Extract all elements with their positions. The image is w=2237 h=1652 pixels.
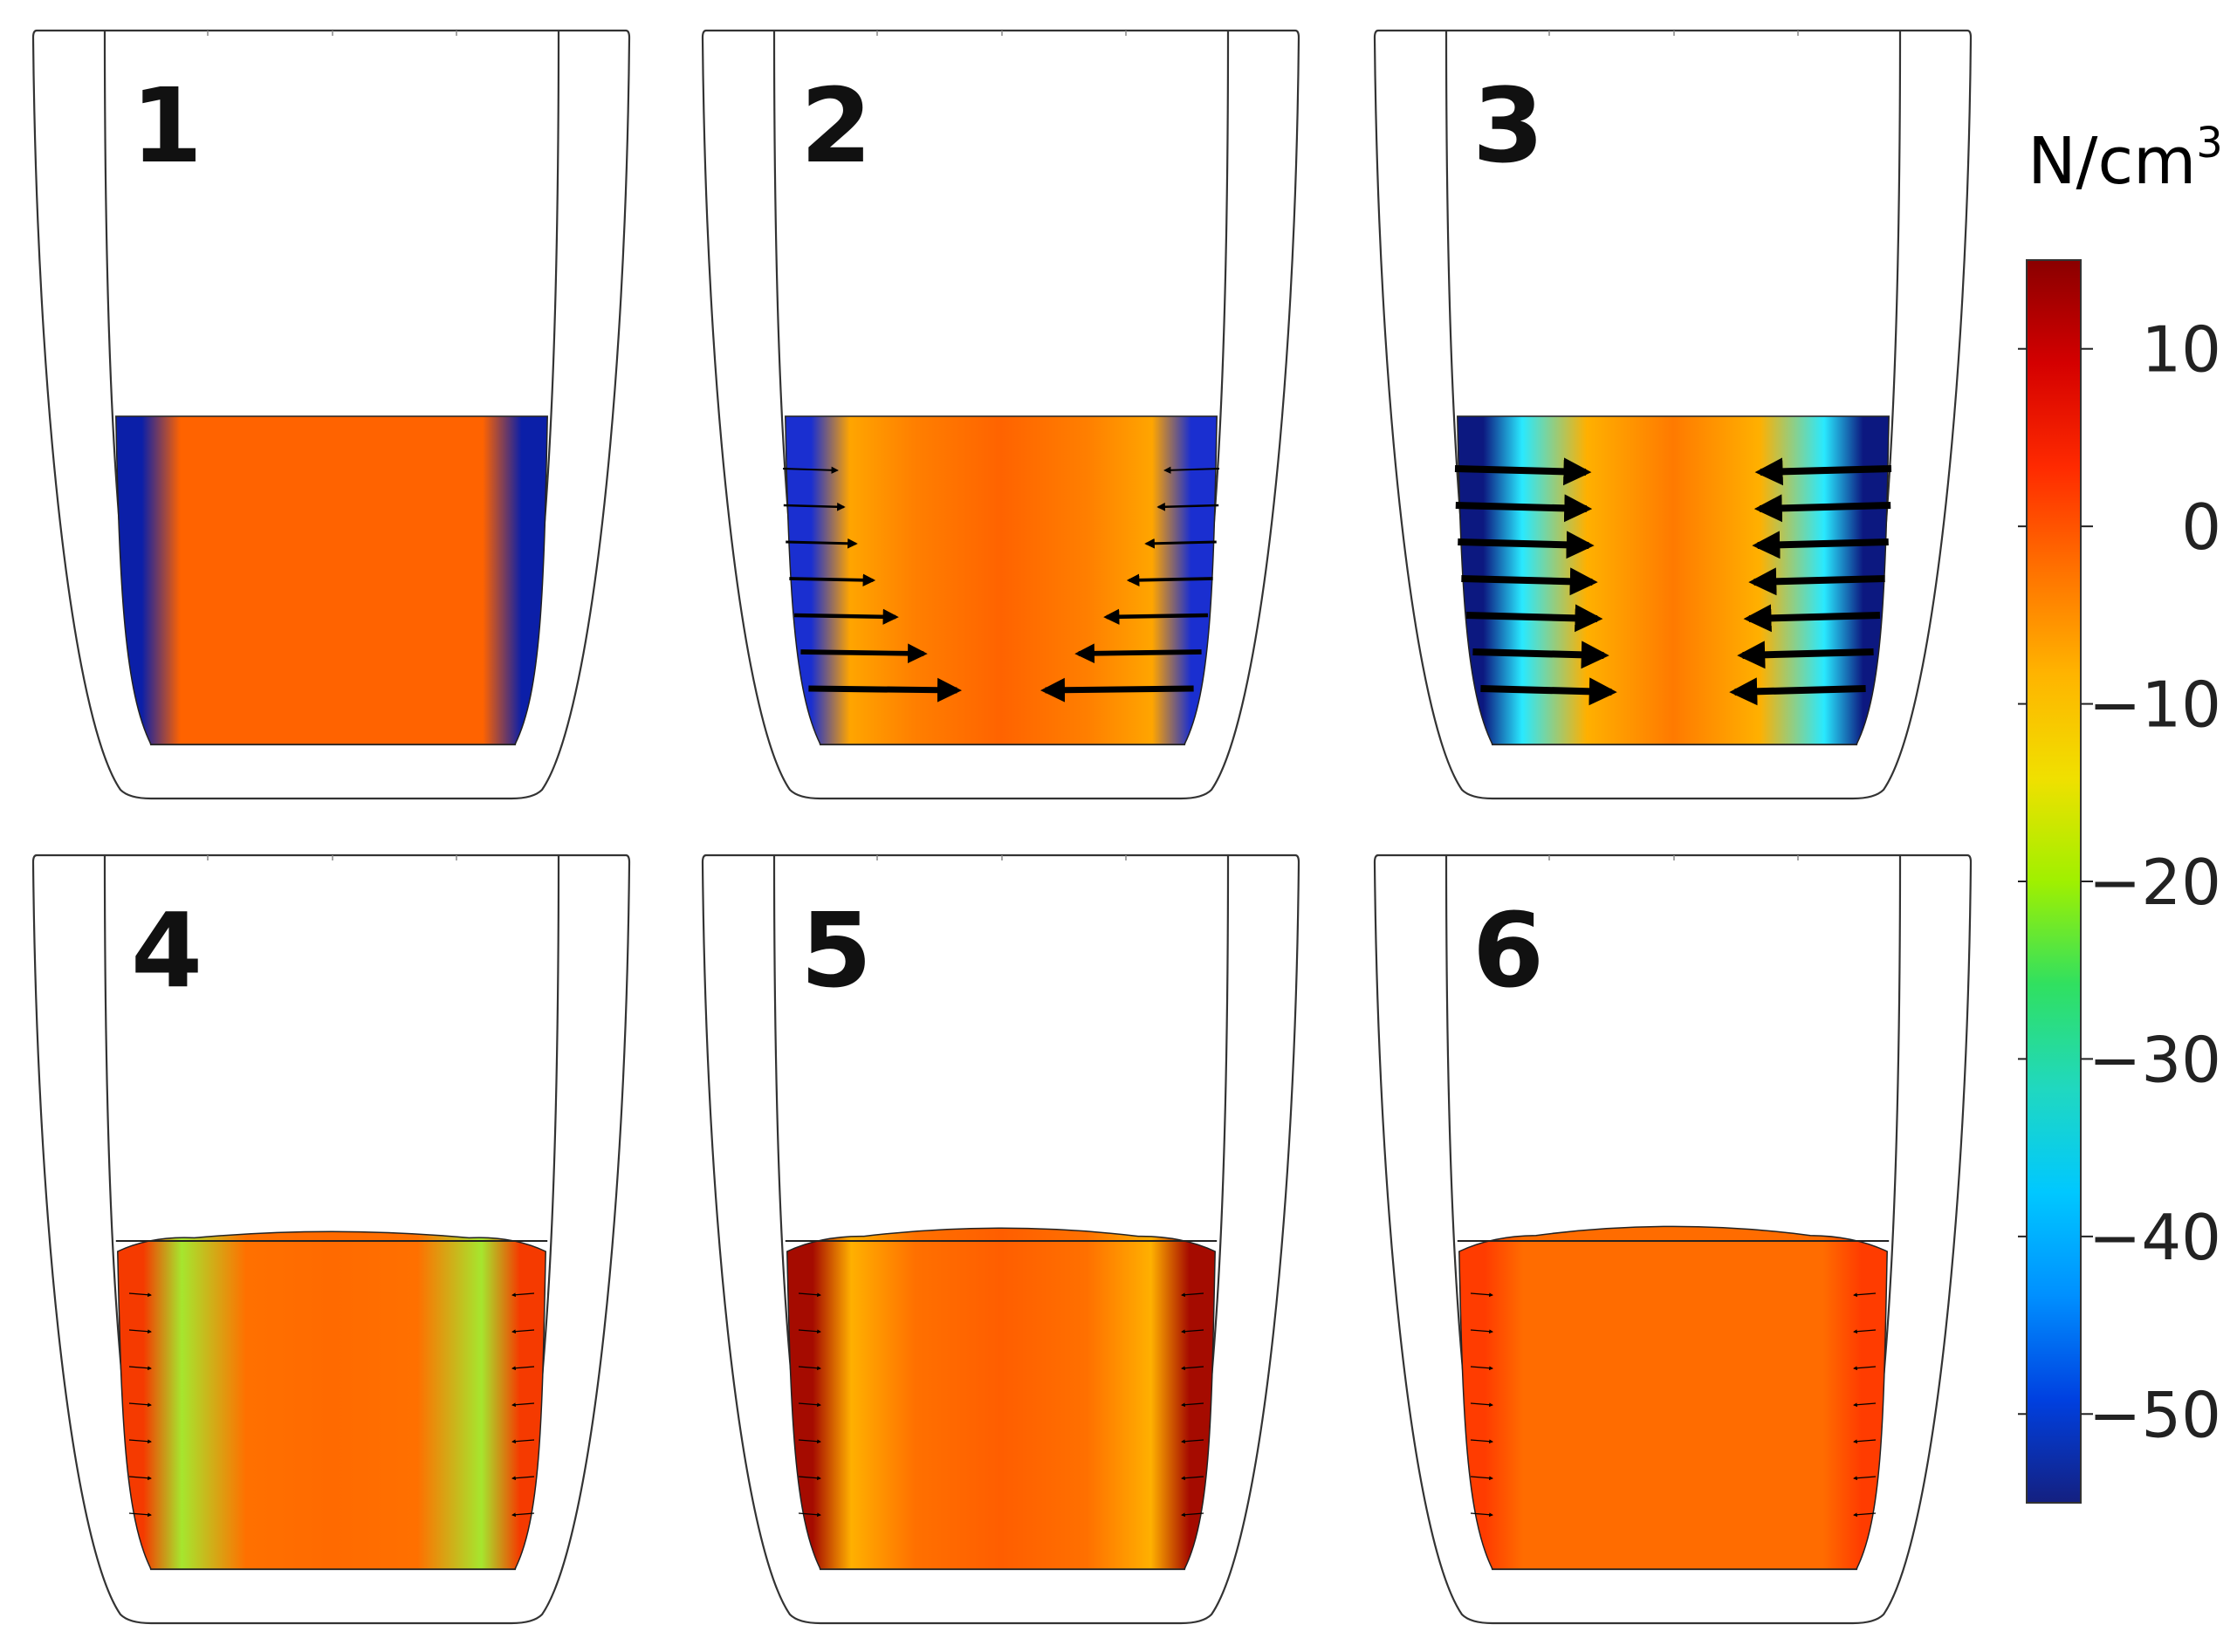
- force-arrow-left: [798, 1366, 821, 1371]
- panel-label: 4: [131, 890, 202, 1011]
- colorbar-unit: N/cm3: [2028, 119, 2223, 199]
- force-arrow-left: [798, 1439, 821, 1444]
- force-arrow-left: [800, 643, 928, 664]
- force-arrow-left: [794, 608, 899, 625]
- force-arrow-right: [1853, 1292, 1877, 1298]
- force-arrow-right: [1853, 1402, 1877, 1408]
- force-arrow-left: [1454, 457, 1592, 486]
- colorbar: N/cm3 10 0 −10 −20 −30 −40 −50: [2018, 119, 2223, 1504]
- colorbar-gradient: [2026, 259, 2082, 1504]
- force-arrow-left: [128, 1512, 152, 1518]
- colorbar-tick-label: −50: [2089, 1378, 2221, 1451]
- force-arrow-right: [511, 1512, 535, 1518]
- force-arrow-left: [128, 1476, 152, 1481]
- panel-label: 5: [800, 890, 872, 1011]
- panel-label: 2: [800, 65, 872, 186]
- force-arrow-right: [1752, 531, 1889, 559]
- panel-label: 3: [1472, 65, 1544, 186]
- colorbar-tick-label: −30: [2089, 1023, 2221, 1096]
- force-arrow-right: [1181, 1402, 1204, 1408]
- force-arrow-left: [1470, 1329, 1493, 1334]
- force-arrow-left: [128, 1292, 152, 1298]
- colorbar-tick-label: 0: [2181, 490, 2221, 564]
- melt-region: [1458, 1225, 1888, 1570]
- panel-label: 6: [1472, 890, 1544, 1011]
- force-arrow-right: [1853, 1366, 1877, 1371]
- colorbar-tick-label: −20: [2089, 846, 2221, 919]
- force-arrow-left: [789, 573, 876, 587]
- force-arrow-right: [1074, 643, 1202, 664]
- force-arrow-right: [1103, 608, 1208, 625]
- colorbar-tick-label: −40: [2089, 1201, 2221, 1274]
- force-arrow-right: [1737, 641, 1874, 669]
- force-arrow-left: [128, 1439, 152, 1444]
- colorbar-tick-label: 10: [2141, 313, 2221, 387]
- force-arrow-right: [1181, 1292, 1204, 1298]
- force-arrow-left: [128, 1402, 152, 1408]
- force-arrow-left: [798, 1329, 821, 1334]
- force-arrow-right: [1181, 1329, 1204, 1334]
- force-arrow-left: [128, 1329, 152, 1334]
- force-arrow-left: [808, 677, 962, 703]
- force-arrow-left: [1472, 641, 1609, 669]
- force-arrow-left: [128, 1366, 152, 1371]
- melt-region: [785, 415, 1218, 745]
- force-arrow-right: [511, 1366, 535, 1371]
- colorbar-tick-label: −10: [2089, 668, 2221, 742]
- force-arrow-left: [782, 466, 839, 474]
- force-arrow-left: [783, 502, 846, 511]
- force-arrow-left: [798, 1292, 821, 1298]
- force-arrow-right: [1853, 1439, 1877, 1444]
- panel-6: 6: [1373, 853, 1973, 1625]
- force-arrow-right: [1753, 494, 1891, 523]
- force-arrow-left: [1480, 677, 1617, 706]
- panel-5: 5: [701, 853, 1300, 1625]
- panel-4: 4: [31, 853, 631, 1625]
- panel-grid: 1 2 3 4 5 6: [31, 29, 1973, 1625]
- force-arrow-right: [1181, 1476, 1204, 1481]
- force-arrow-left: [1455, 494, 1593, 523]
- force-arrow-left: [1470, 1366, 1493, 1371]
- panel-1: 1: [31, 29, 631, 800]
- force-arrow-right: [1853, 1512, 1877, 1518]
- melt-region: [117, 1230, 546, 1570]
- force-arrow-left: [798, 1402, 821, 1408]
- force-arrow-right: [1163, 466, 1220, 474]
- force-arrow-left: [1461, 567, 1598, 596]
- force-arrow-left: [1458, 531, 1595, 559]
- force-arrow-left: [798, 1512, 821, 1518]
- force-arrow-right: [511, 1402, 535, 1408]
- force-arrow-right: [511, 1476, 535, 1481]
- force-arrow-right: [1181, 1366, 1204, 1371]
- force-arrow-left: [1470, 1512, 1493, 1518]
- panel-2: 2: [701, 29, 1300, 800]
- force-arrow-right: [1156, 502, 1219, 511]
- force-arrow-right: [1181, 1512, 1204, 1518]
- force-arrow-right: [1126, 573, 1213, 587]
- force-arrow-right: [1181, 1439, 1204, 1444]
- panel-3: 3: [1373, 29, 1973, 800]
- force-arrow-right: [1853, 1476, 1877, 1481]
- force-arrow-left: [1465, 604, 1603, 633]
- melt-region: [115, 415, 548, 745]
- force-arrow-right: [1144, 538, 1217, 549]
- force-arrow-left: [1470, 1476, 1493, 1481]
- panel-label: 1: [131, 65, 202, 186]
- force-arrow-right: [1729, 677, 1866, 706]
- force-arrow-left: [1470, 1292, 1493, 1298]
- force-arrow-left: [798, 1476, 821, 1481]
- force-arrow-right: [1853, 1329, 1877, 1334]
- force-arrow-right: [1754, 457, 1892, 486]
- force-arrow-left: [1470, 1439, 1493, 1444]
- force-arrow-right: [511, 1439, 535, 1444]
- melt-region: [786, 1227, 1216, 1570]
- force-arrow-right: [1748, 567, 1885, 596]
- force-arrow-right: [1040, 677, 1194, 703]
- force-arrow-right: [511, 1292, 535, 1298]
- force-arrow-right: [511, 1329, 535, 1334]
- force-arrow-right: [1743, 604, 1881, 633]
- force-arrow-left: [1470, 1402, 1493, 1408]
- force-arrow-left: [786, 538, 858, 549]
